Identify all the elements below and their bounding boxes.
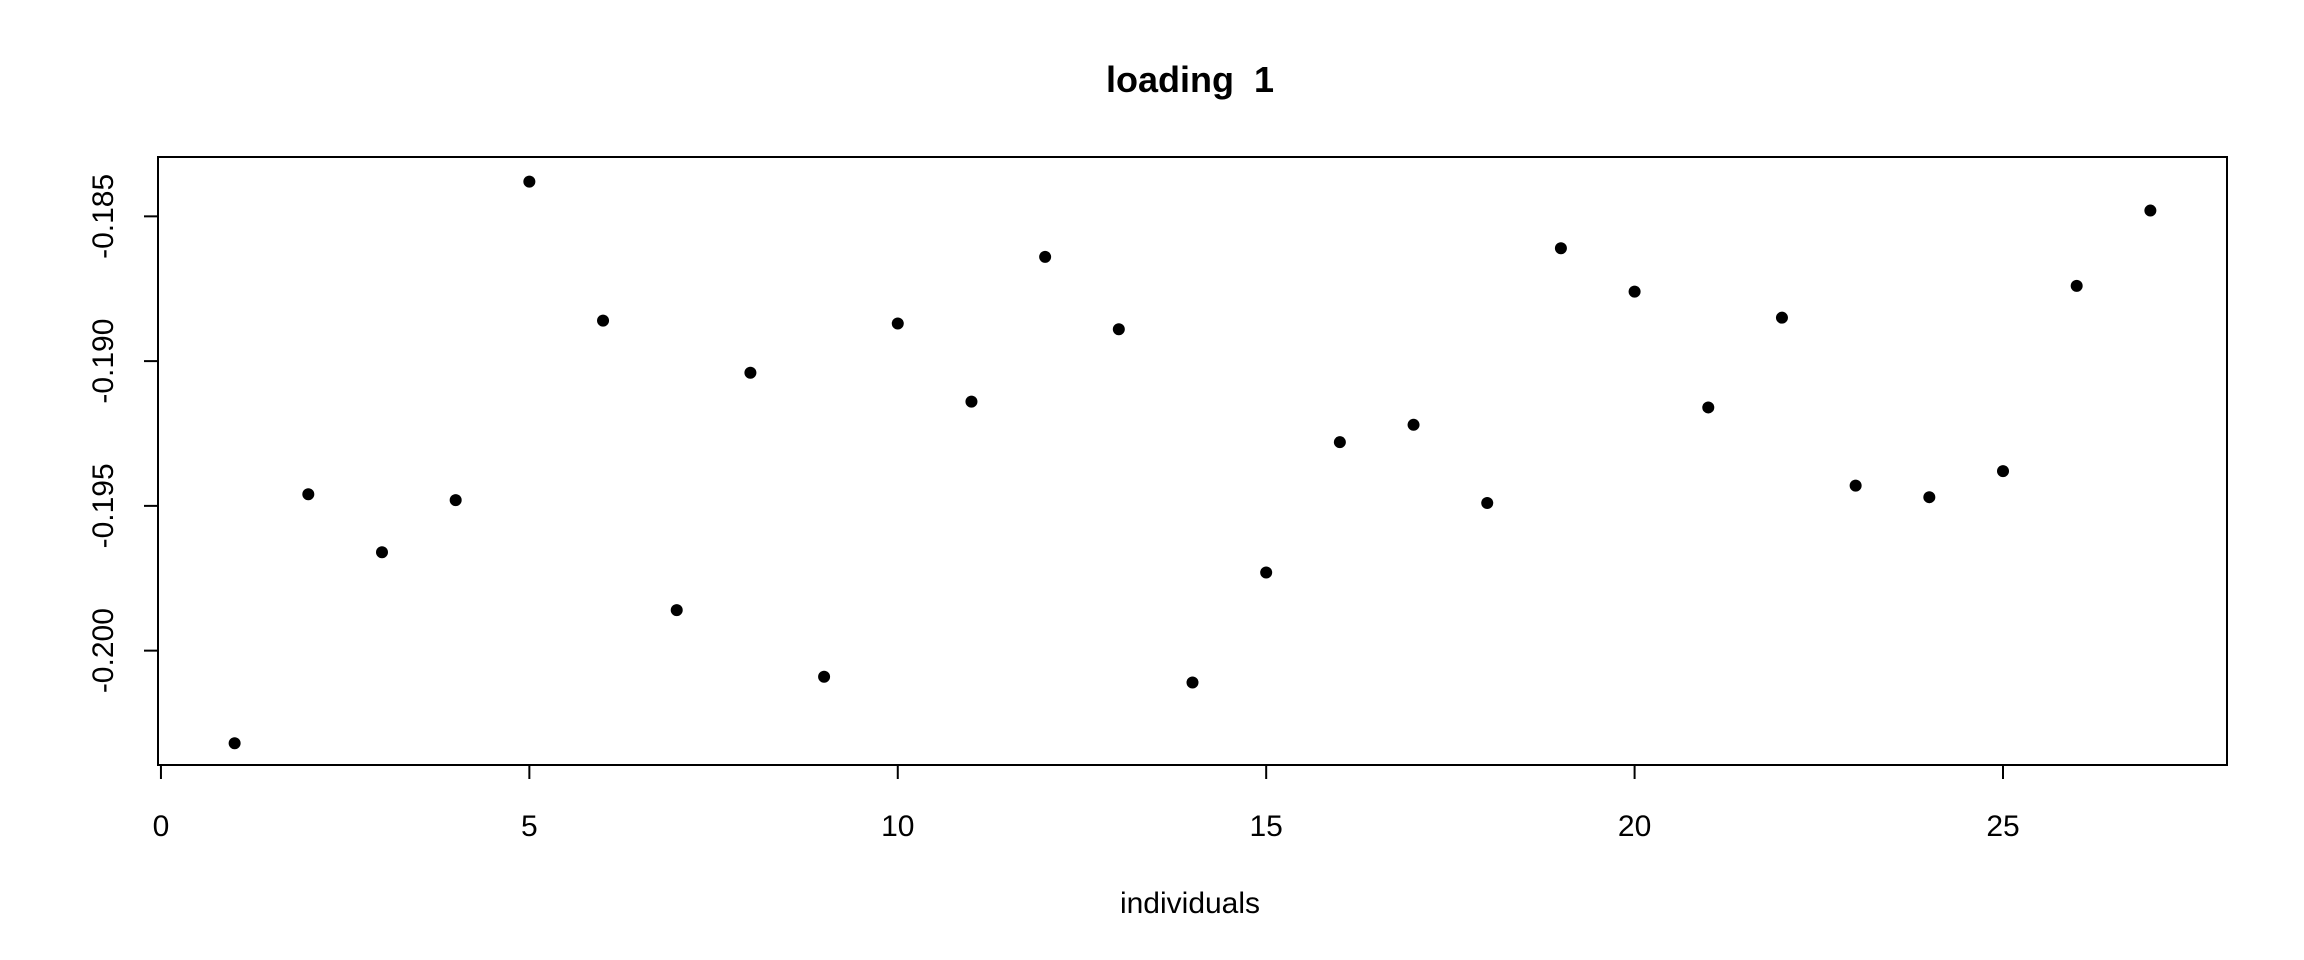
x-tick-label: 15 — [1249, 810, 1282, 843]
data-point — [228, 737, 241, 750]
data-point — [1775, 311, 1788, 324]
data-point — [1923, 491, 1936, 504]
y-tick-label: -0.185 — [87, 174, 120, 259]
data-point — [449, 494, 462, 507]
data-point — [375, 546, 388, 559]
x-tick-label: 20 — [1618, 810, 1651, 843]
data-point — [523, 175, 536, 188]
data-point — [2070, 279, 2083, 292]
data-point — [1039, 250, 1052, 263]
y-tick-label: -0.195 — [87, 463, 120, 548]
data-point — [1554, 242, 1567, 255]
data-point — [1260, 566, 1273, 579]
x-tick-label: 10 — [881, 810, 914, 843]
data-point — [1333, 436, 1346, 449]
data-point — [965, 395, 978, 408]
data-point — [891, 317, 904, 330]
y-tick-label: -0.200 — [87, 608, 120, 693]
y-axis: -0.185 -0.190 -0.195 -0.200 — [87, 174, 159, 693]
data-point — [1481, 496, 1494, 509]
x-tick-label: 0 — [153, 810, 170, 843]
data-point — [818, 670, 831, 683]
chart-title: loading 1 — [1106, 59, 1274, 100]
y-tick-label: -0.190 — [87, 319, 120, 404]
data-point — [1112, 323, 1125, 336]
x-axis: 0 5 10 15 20 25 — [153, 764, 2020, 843]
data-point — [302, 488, 315, 501]
data-point — [744, 366, 757, 379]
data-point — [1702, 401, 1715, 414]
data-points — [228, 175, 2157, 750]
data-point — [597, 314, 610, 327]
x-axis-title: individuals — [1120, 887, 1260, 920]
data-point — [670, 604, 683, 617]
data-point — [2144, 204, 2157, 217]
data-point — [1628, 285, 1641, 298]
data-point — [1997, 465, 2010, 478]
data-point — [1849, 479, 1862, 492]
plot-frame — [157, 156, 2228, 766]
x-tick-label: 25 — [1986, 810, 2019, 843]
data-point — [1407, 418, 1420, 431]
data-point — [1186, 676, 1199, 689]
x-tick-label: 5 — [521, 810, 538, 843]
